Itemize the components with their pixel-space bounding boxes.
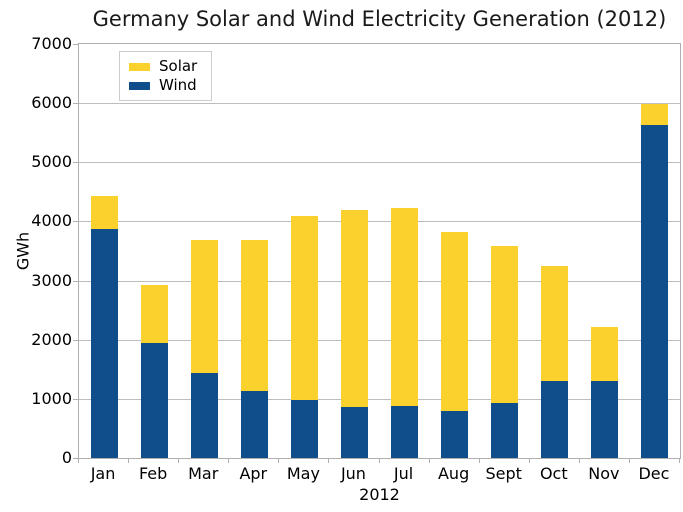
y-tick-label-7000: 7000 bbox=[31, 34, 72, 53]
y-tick-label-5000: 5000 bbox=[31, 152, 72, 172]
y-tick-label-0: 0 bbox=[61, 448, 72, 467]
x-axis-title: 2012 bbox=[359, 485, 400, 504]
bar-apr-solar-segment bbox=[240, 239, 268, 392]
bar-apr bbox=[240, 239, 268, 458]
x-tick-label-feb: Feb bbox=[138, 464, 168, 483]
bar-mar-wind-segment bbox=[190, 372, 218, 458]
x-tick-mark-2 bbox=[178, 458, 180, 463]
bar-jun-solar-segment bbox=[340, 209, 368, 408]
bar-may-wind-segment bbox=[290, 400, 318, 458]
bar-aug-wind-segment bbox=[441, 410, 469, 458]
x-tick-mark-6 bbox=[378, 458, 380, 463]
bar-jan-solar-segment bbox=[90, 196, 118, 229]
bar-dec-solar-segment bbox=[641, 103, 669, 126]
bar-jun-wind-segment bbox=[340, 407, 368, 458]
bar-may-solar-segment bbox=[290, 215, 318, 401]
x-tick-label-apr: Apr bbox=[239, 464, 268, 483]
bar-apr-wind-segment bbox=[240, 391, 268, 458]
x-tick-label-dec: Dec bbox=[638, 464, 670, 483]
legend-entry-wind: Wind bbox=[129, 76, 197, 95]
x-tick-mark-8 bbox=[478, 458, 480, 463]
y-tick-label-4000: 4000 bbox=[31, 211, 72, 231]
bar-oct bbox=[541, 265, 569, 458]
y-tick-mark-1000 bbox=[73, 398, 78, 400]
y-tick-mark-4000 bbox=[73, 221, 78, 223]
bar-sept-solar-segment bbox=[491, 245, 519, 403]
x-tick-mark-3 bbox=[228, 458, 230, 463]
x-tick-label-mar: Mar bbox=[188, 464, 219, 483]
y-tick-mark-6000 bbox=[73, 103, 78, 105]
x-tick-label-may: May bbox=[286, 464, 320, 483]
bar-feb-wind-segment bbox=[140, 343, 168, 458]
bar-mar bbox=[190, 240, 218, 458]
bar-jul-wind-segment bbox=[391, 405, 419, 458]
bar-dec-wind-segment bbox=[641, 125, 669, 458]
gridline-3000 bbox=[79, 280, 680, 282]
y-tick-label-6000: 6000 bbox=[31, 93, 72, 113]
bar-nov bbox=[591, 327, 619, 458]
chart-title: Germany Solar and Wind Electricity Gener… bbox=[92, 7, 667, 31]
bar-jul bbox=[391, 207, 419, 458]
x-tick-mark-10 bbox=[578, 458, 580, 463]
bar-nov-wind-segment bbox=[591, 380, 619, 458]
y-tick-label-2000: 2000 bbox=[31, 329, 72, 349]
bar-aug-solar-segment bbox=[441, 232, 469, 411]
x-tick-mark-11 bbox=[628, 458, 630, 463]
legend-entry-solar: Solar bbox=[129, 57, 197, 76]
x-tick-label-aug: Aug bbox=[437, 464, 470, 483]
bar-feb-solar-segment bbox=[140, 284, 168, 344]
bar-may bbox=[290, 215, 318, 458]
gridline-4000 bbox=[79, 221, 680, 223]
bar-jun bbox=[340, 209, 368, 458]
bar-jan-wind-segment bbox=[90, 228, 118, 458]
bar-sept-wind-segment bbox=[491, 403, 519, 458]
gridline-2000 bbox=[79, 339, 680, 341]
y-axis-label: GWh bbox=[13, 231, 33, 271]
x-tick-label-nov: Nov bbox=[588, 464, 620, 483]
y-tick-mark-5000 bbox=[73, 162, 78, 164]
y-tick-mark-3000 bbox=[73, 280, 78, 282]
y-tick-mark-7000 bbox=[73, 44, 78, 45]
bar-dec bbox=[641, 103, 669, 458]
bar-aug bbox=[441, 232, 469, 458]
y-tick-mark-2000 bbox=[73, 339, 78, 341]
bar-oct-solar-segment bbox=[541, 265, 569, 381]
wind-swatch-icon bbox=[129, 81, 150, 90]
legend-label-solar: Solar bbox=[159, 57, 198, 75]
x-tick-label-sept: Sept bbox=[485, 464, 522, 483]
bar-nov-solar-segment bbox=[591, 327, 619, 381]
gridline-5000 bbox=[79, 162, 680, 164]
x-tick-label-jul: Jul bbox=[393, 464, 414, 483]
bar-feb bbox=[140, 284, 168, 458]
x-tick-mark-5 bbox=[328, 458, 330, 463]
bar-oct-wind-segment bbox=[541, 380, 569, 458]
y-tick-label-1000: 1000 bbox=[31, 388, 72, 408]
bar-jan bbox=[90, 196, 118, 458]
x-tick-mark-12 bbox=[679, 458, 680, 463]
solar-swatch-icon bbox=[129, 62, 150, 71]
x-tick-label-jan: Jan bbox=[90, 464, 116, 483]
x-tick-mark-1 bbox=[128, 458, 130, 463]
bar-mar-solar-segment bbox=[190, 240, 218, 373]
x-tick-mark-7 bbox=[428, 458, 430, 463]
bar-jul-solar-segment bbox=[391, 207, 419, 406]
x-tick-mark-4 bbox=[278, 458, 280, 463]
x-tick-label-jun: Jun bbox=[340, 464, 366, 483]
y-tick-mark-0 bbox=[73, 458, 78, 459]
x-tick-mark-0 bbox=[78, 458, 79, 463]
x-tick-label-oct: Oct bbox=[539, 464, 568, 483]
plot-area: Solar Wind bbox=[78, 43, 681, 459]
legend: Solar Wind bbox=[119, 51, 213, 101]
bar-sept bbox=[491, 245, 519, 458]
y-tick-label-3000: 3000 bbox=[31, 270, 72, 290]
x-tick-mark-9 bbox=[528, 458, 530, 463]
gridline-1000 bbox=[79, 398, 680, 400]
legend-label-wind: Wind bbox=[159, 76, 197, 94]
gridline-6000 bbox=[79, 103, 680, 105]
